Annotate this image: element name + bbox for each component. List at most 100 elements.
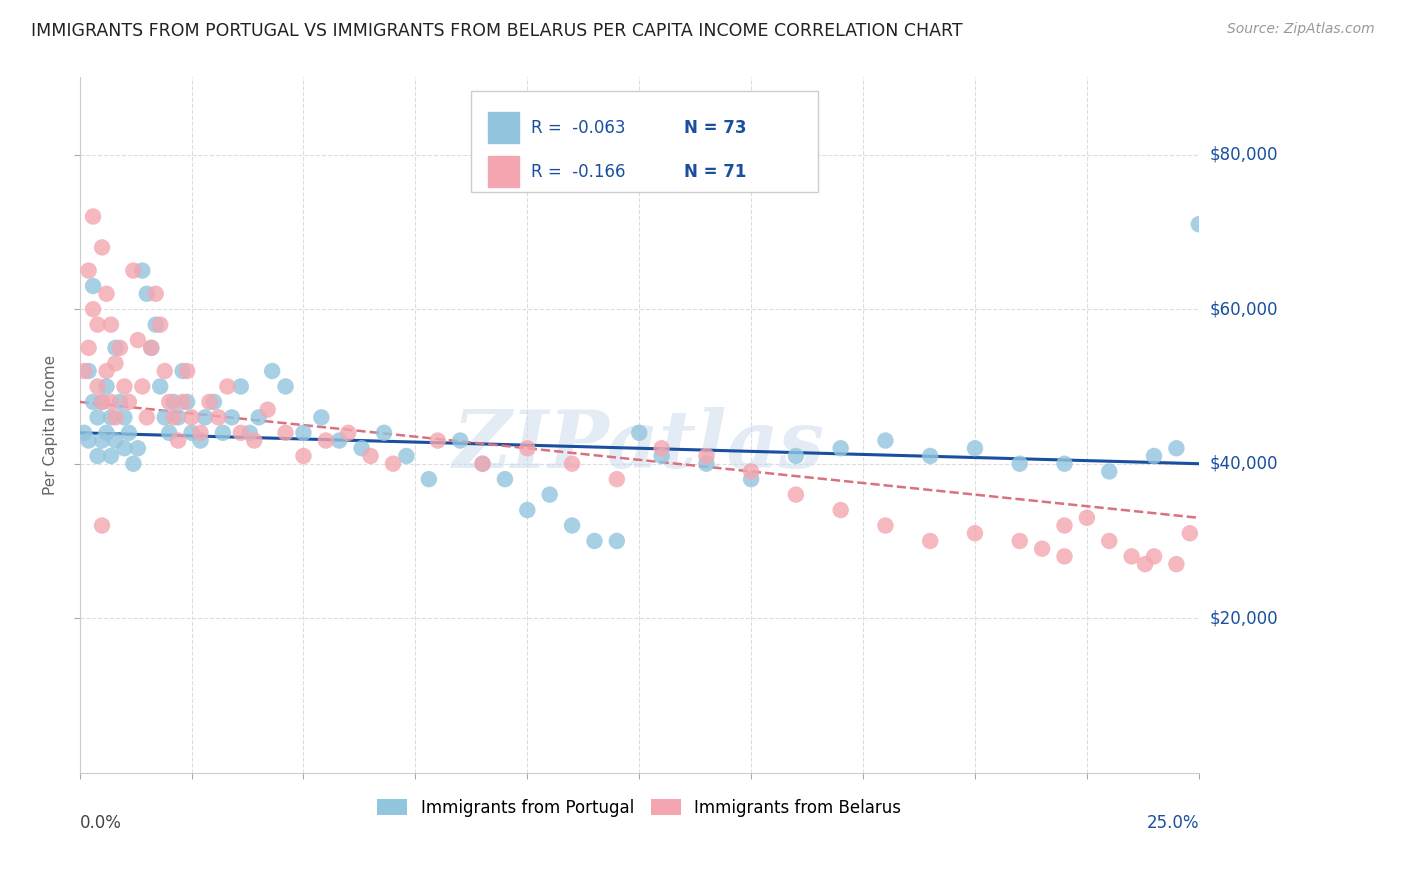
Text: $40,000: $40,000 bbox=[1211, 455, 1278, 473]
Point bbox=[382, 457, 405, 471]
Point bbox=[337, 425, 360, 440]
Point bbox=[127, 333, 149, 347]
Y-axis label: Per Capita Income: Per Capita Income bbox=[44, 355, 58, 495]
Point bbox=[190, 434, 212, 448]
Point bbox=[628, 425, 651, 440]
Point bbox=[360, 449, 382, 463]
Point bbox=[695, 457, 717, 471]
Point bbox=[1053, 518, 1076, 533]
Point bbox=[172, 395, 194, 409]
Text: 25.0%: 25.0% bbox=[1146, 814, 1199, 832]
Text: $80,000: $80,000 bbox=[1211, 145, 1278, 164]
Point bbox=[77, 364, 100, 378]
Point bbox=[82, 395, 104, 409]
Point bbox=[221, 410, 243, 425]
Bar bbox=[488, 156, 519, 187]
Text: IMMIGRANTS FROM PORTUGAL VS IMMIGRANTS FROM BELARUS PER CAPITA INCOME CORRELATIO: IMMIGRANTS FROM PORTUGAL VS IMMIGRANTS F… bbox=[31, 22, 963, 40]
Point bbox=[73, 364, 96, 378]
Point bbox=[292, 449, 315, 463]
Point bbox=[104, 410, 127, 425]
Point bbox=[73, 425, 96, 440]
Point bbox=[785, 488, 807, 502]
Point bbox=[740, 472, 762, 486]
Point bbox=[180, 410, 202, 425]
Point bbox=[274, 425, 297, 440]
Point bbox=[1166, 557, 1188, 571]
Point bbox=[963, 442, 986, 456]
Point bbox=[1008, 533, 1031, 548]
Text: $60,000: $60,000 bbox=[1211, 301, 1278, 318]
Point bbox=[86, 379, 108, 393]
Point bbox=[606, 472, 628, 486]
Point bbox=[172, 364, 194, 378]
Point bbox=[1031, 541, 1053, 556]
Point bbox=[167, 410, 190, 425]
Point bbox=[167, 434, 190, 448]
Point bbox=[830, 503, 852, 517]
Point bbox=[1076, 510, 1098, 524]
Point bbox=[695, 449, 717, 463]
Bar bbox=[488, 112, 519, 144]
Point bbox=[262, 364, 284, 378]
Point bbox=[373, 425, 395, 440]
Point bbox=[135, 286, 157, 301]
Point bbox=[157, 395, 180, 409]
Legend: Immigrants from Portugal, Immigrants from Belarus: Immigrants from Portugal, Immigrants fro… bbox=[371, 792, 908, 823]
Point bbox=[785, 449, 807, 463]
Point bbox=[920, 449, 942, 463]
Point bbox=[1098, 533, 1121, 548]
Point bbox=[141, 341, 163, 355]
Point bbox=[157, 425, 180, 440]
Point bbox=[315, 434, 337, 448]
Point bbox=[1008, 457, 1031, 471]
Point bbox=[516, 503, 538, 517]
Point bbox=[875, 518, 897, 533]
Point bbox=[104, 434, 127, 448]
Point bbox=[651, 449, 673, 463]
Text: N = 71: N = 71 bbox=[683, 163, 747, 181]
Point bbox=[1121, 549, 1143, 564]
Point bbox=[100, 449, 122, 463]
Point bbox=[91, 240, 114, 254]
Point bbox=[229, 379, 252, 393]
Point bbox=[1188, 217, 1211, 231]
Text: $20,000: $20,000 bbox=[1211, 609, 1278, 627]
Point bbox=[91, 395, 114, 409]
Point bbox=[100, 410, 122, 425]
Point bbox=[127, 442, 149, 456]
Point bbox=[77, 434, 100, 448]
Point bbox=[243, 434, 266, 448]
Point bbox=[122, 263, 145, 277]
Point bbox=[118, 425, 141, 440]
Point bbox=[830, 442, 852, 456]
Text: Source: ZipAtlas.com: Source: ZipAtlas.com bbox=[1227, 22, 1375, 37]
Point bbox=[135, 410, 157, 425]
Point bbox=[1143, 549, 1166, 564]
Point bbox=[153, 410, 176, 425]
Point bbox=[82, 279, 104, 293]
Point bbox=[91, 434, 114, 448]
Point bbox=[190, 425, 212, 440]
Point bbox=[516, 442, 538, 456]
Point bbox=[96, 379, 118, 393]
Point bbox=[176, 364, 198, 378]
Point bbox=[418, 472, 440, 486]
Point bbox=[122, 457, 145, 471]
Point bbox=[112, 410, 135, 425]
FancyBboxPatch shape bbox=[471, 91, 818, 192]
Point bbox=[561, 457, 583, 471]
Point bbox=[131, 263, 153, 277]
Point bbox=[328, 434, 350, 448]
Point bbox=[104, 356, 127, 370]
Point bbox=[1053, 457, 1076, 471]
Point bbox=[82, 302, 104, 317]
Point bbox=[606, 533, 628, 548]
Point bbox=[350, 442, 373, 456]
Point bbox=[180, 425, 202, 440]
Point bbox=[163, 395, 186, 409]
Point bbox=[538, 488, 561, 502]
Point bbox=[96, 364, 118, 378]
Point bbox=[86, 449, 108, 463]
Point bbox=[82, 210, 104, 224]
Point bbox=[1178, 526, 1201, 541]
